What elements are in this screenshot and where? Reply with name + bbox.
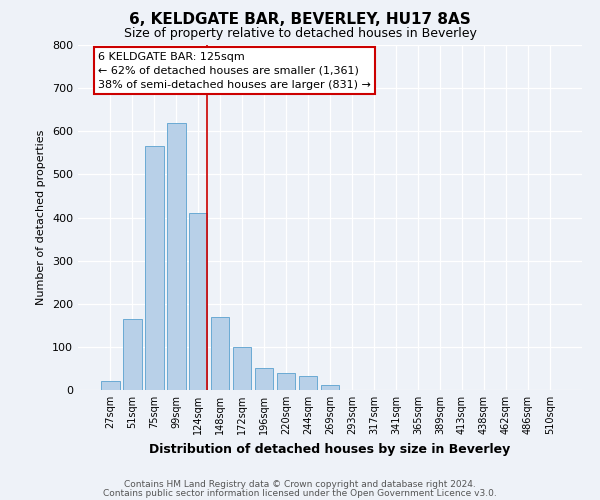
- Bar: [299, 376, 317, 390]
- Bar: [101, 382, 119, 390]
- Bar: [233, 347, 251, 390]
- Y-axis label: Number of detached properties: Number of detached properties: [37, 130, 46, 305]
- Bar: [189, 213, 208, 390]
- Bar: [123, 319, 142, 390]
- Text: Size of property relative to detached houses in Beverley: Size of property relative to detached ho…: [124, 28, 476, 40]
- Text: Contains HM Land Registry data © Crown copyright and database right 2024.: Contains HM Land Registry data © Crown c…: [124, 480, 476, 489]
- Text: 6, KELDGATE BAR, BEVERLEY, HU17 8AS: 6, KELDGATE BAR, BEVERLEY, HU17 8AS: [129, 12, 471, 28]
- Text: 6 KELDGATE BAR: 125sqm
← 62% of detached houses are smaller (1,361)
38% of semi-: 6 KELDGATE BAR: 125sqm ← 62% of detached…: [98, 52, 371, 90]
- Bar: [320, 385, 340, 390]
- X-axis label: Distribution of detached houses by size in Beverley: Distribution of detached houses by size …: [149, 442, 511, 456]
- Text: Contains public sector information licensed under the Open Government Licence v3: Contains public sector information licen…: [103, 488, 497, 498]
- Bar: [211, 316, 229, 390]
- Bar: [255, 368, 274, 390]
- Bar: [277, 373, 295, 390]
- Bar: [167, 122, 185, 390]
- Bar: [145, 146, 164, 390]
